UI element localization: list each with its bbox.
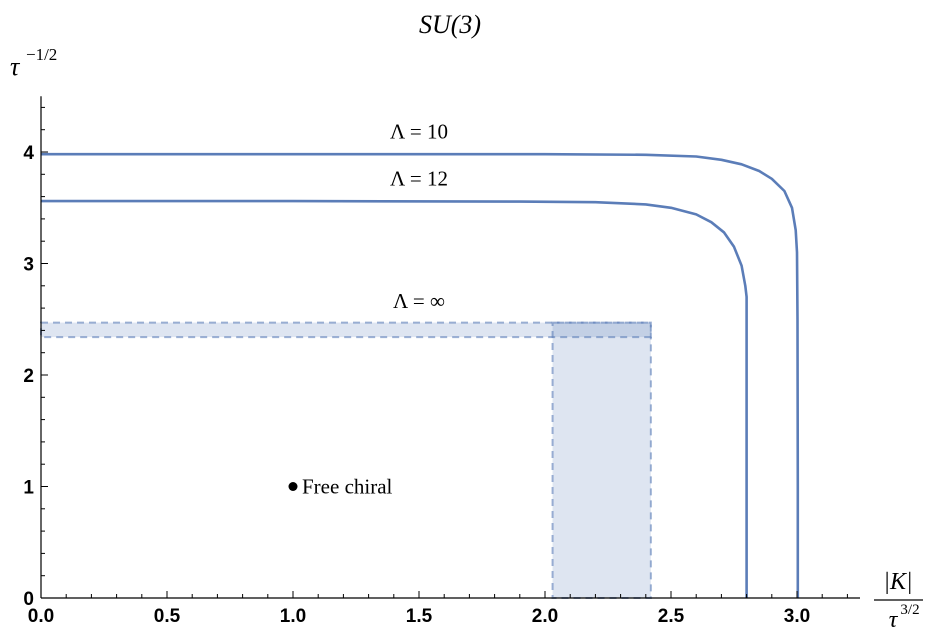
svg-text:3/2: 3/2: [900, 602, 919, 618]
series-annotation: Λ = 10: [390, 120, 448, 144]
series-annotation: Λ = ∞: [393, 289, 445, 313]
series-line-1: [41, 154, 798, 598]
band-vertical: [553, 323, 651, 598]
x-tick-label: 1.5: [406, 606, 433, 627]
x-tick-label: 2.5: [658, 606, 685, 627]
y-axis-label: τ −1/2: [10, 45, 57, 81]
y-tick-label: 3: [23, 255, 34, 276]
axes: [41, 96, 860, 598]
annotations-layer: Λ = 10 Λ = 12 Λ = ∞ Free chiral: [289, 120, 449, 499]
series-annotation: Λ = 12: [390, 166, 448, 190]
x-tick-label: 3.0: [784, 606, 810, 627]
y-tick-label: 2: [23, 366, 34, 387]
free-chiral-point: [289, 482, 298, 491]
series-layer: [41, 154, 798, 598]
y-tick-label: 4: [23, 143, 34, 164]
chart-title: SU(3): [419, 10, 481, 39]
svg-text:|K|: |K|: [883, 569, 912, 595]
x-axis-label: |K| τ 3/2: [874, 569, 923, 631]
free-chiral-label: Free chiral: [302, 475, 393, 499]
x-tick-label: 0.5: [154, 606, 181, 627]
y-tick-label: 0: [23, 589, 34, 610]
svg-text:τ: τ: [889, 607, 899, 631]
y-tick-label: 1: [23, 478, 34, 499]
bands-layer: [41, 323, 651, 598]
x-tick-label: 2.0: [532, 606, 558, 627]
x-tick-label: 1.0: [280, 606, 306, 627]
svg-text:−1/2: −1/2: [26, 45, 57, 64]
svg-text:τ: τ: [10, 52, 21, 81]
